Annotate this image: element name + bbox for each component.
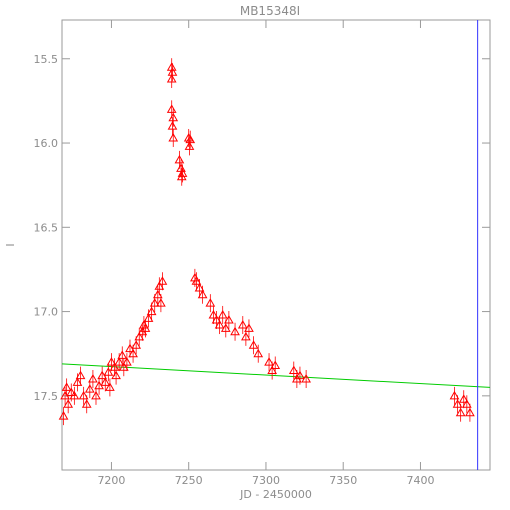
data-point — [84, 380, 95, 399]
data-point — [197, 285, 208, 304]
data-point — [103, 363, 114, 382]
x-tick-label: 7250 — [175, 474, 203, 487]
data-point — [217, 305, 228, 324]
axis-ticks: 7200 7250 7300 7350 7400 15.5 16.0 16.5 17.0 17.5 — [34, 20, 490, 487]
data-point — [168, 128, 179, 147]
data-point — [78, 386, 89, 405]
data-point — [149, 294, 160, 313]
data-point — [237, 316, 248, 335]
baseline-line — [61, 363, 491, 388]
data-point — [270, 356, 281, 375]
baseline-fit — [61, 363, 491, 388]
x-tick-label: 7200 — [97, 474, 125, 487]
x-tick-label: 7350 — [329, 474, 357, 487]
data-point — [166, 100, 177, 119]
data-point — [122, 353, 132, 372]
data-point — [91, 386, 101, 405]
y-axis-label: I — [4, 243, 17, 246]
data-point — [177, 164, 188, 183]
data-point — [58, 407, 69, 426]
data-point — [88, 369, 98, 388]
data-point — [63, 395, 74, 414]
data-point — [295, 366, 305, 385]
data-point — [301, 369, 311, 388]
x-tick-label: 7400 — [406, 474, 434, 487]
data-point — [184, 137, 195, 156]
data-point — [465, 403, 475, 422]
data-point — [157, 272, 168, 291]
x-tick-label: 7300 — [252, 474, 280, 487]
data-point — [140, 319, 151, 338]
data-point — [205, 294, 216, 313]
data-point — [154, 277, 165, 296]
data-point — [117, 346, 128, 365]
data-point — [461, 395, 472, 414]
data-point — [131, 336, 142, 355]
data-point — [111, 366, 121, 385]
data-point — [146, 302, 157, 321]
data-point — [214, 316, 225, 335]
data-point — [105, 378, 115, 397]
y-tick-label: 15.5 — [34, 53, 59, 66]
data-point — [81, 395, 92, 414]
data-point — [224, 311, 234, 329]
data-point — [134, 327, 145, 346]
chart-title: MB15348I — [240, 4, 300, 18]
y-tick-label: 16.5 — [34, 221, 59, 234]
data-point — [167, 63, 178, 82]
data-point — [452, 395, 463, 414]
data-points — [58, 58, 475, 426]
data-point — [253, 344, 264, 363]
data-point — [174, 150, 185, 169]
x-axis-label: JD - 2450000 — [239, 488, 312, 501]
data-point — [241, 327, 251, 346]
data-point — [455, 403, 466, 422]
data-point — [167, 117, 178, 136]
data-point — [220, 319, 231, 338]
y-tick-label: 17.0 — [34, 306, 59, 319]
plot-frame — [61, 19, 491, 471]
data-point — [194, 278, 205, 297]
y-tick-label: 17.5 — [34, 390, 59, 403]
data-point — [191, 272, 202, 291]
data-point — [118, 358, 129, 377]
data-point — [449, 386, 460, 405]
data-point — [109, 358, 120, 377]
data-point — [248, 336, 259, 355]
y-tick-label: 16.0 — [34, 137, 59, 150]
data-point — [244, 319, 254, 338]
data-point — [61, 378, 72, 397]
data-point — [185, 130, 196, 149]
data-point — [69, 386, 80, 405]
data-point — [156, 294, 166, 313]
data-point — [100, 373, 111, 392]
data-point — [75, 366, 86, 385]
data-point — [152, 285, 163, 304]
data-point — [128, 344, 138, 363]
data-point — [267, 361, 277, 380]
data-point — [264, 353, 274, 372]
data-point — [230, 322, 240, 341]
data-point — [288, 361, 299, 380]
data-point — [166, 69, 177, 88]
